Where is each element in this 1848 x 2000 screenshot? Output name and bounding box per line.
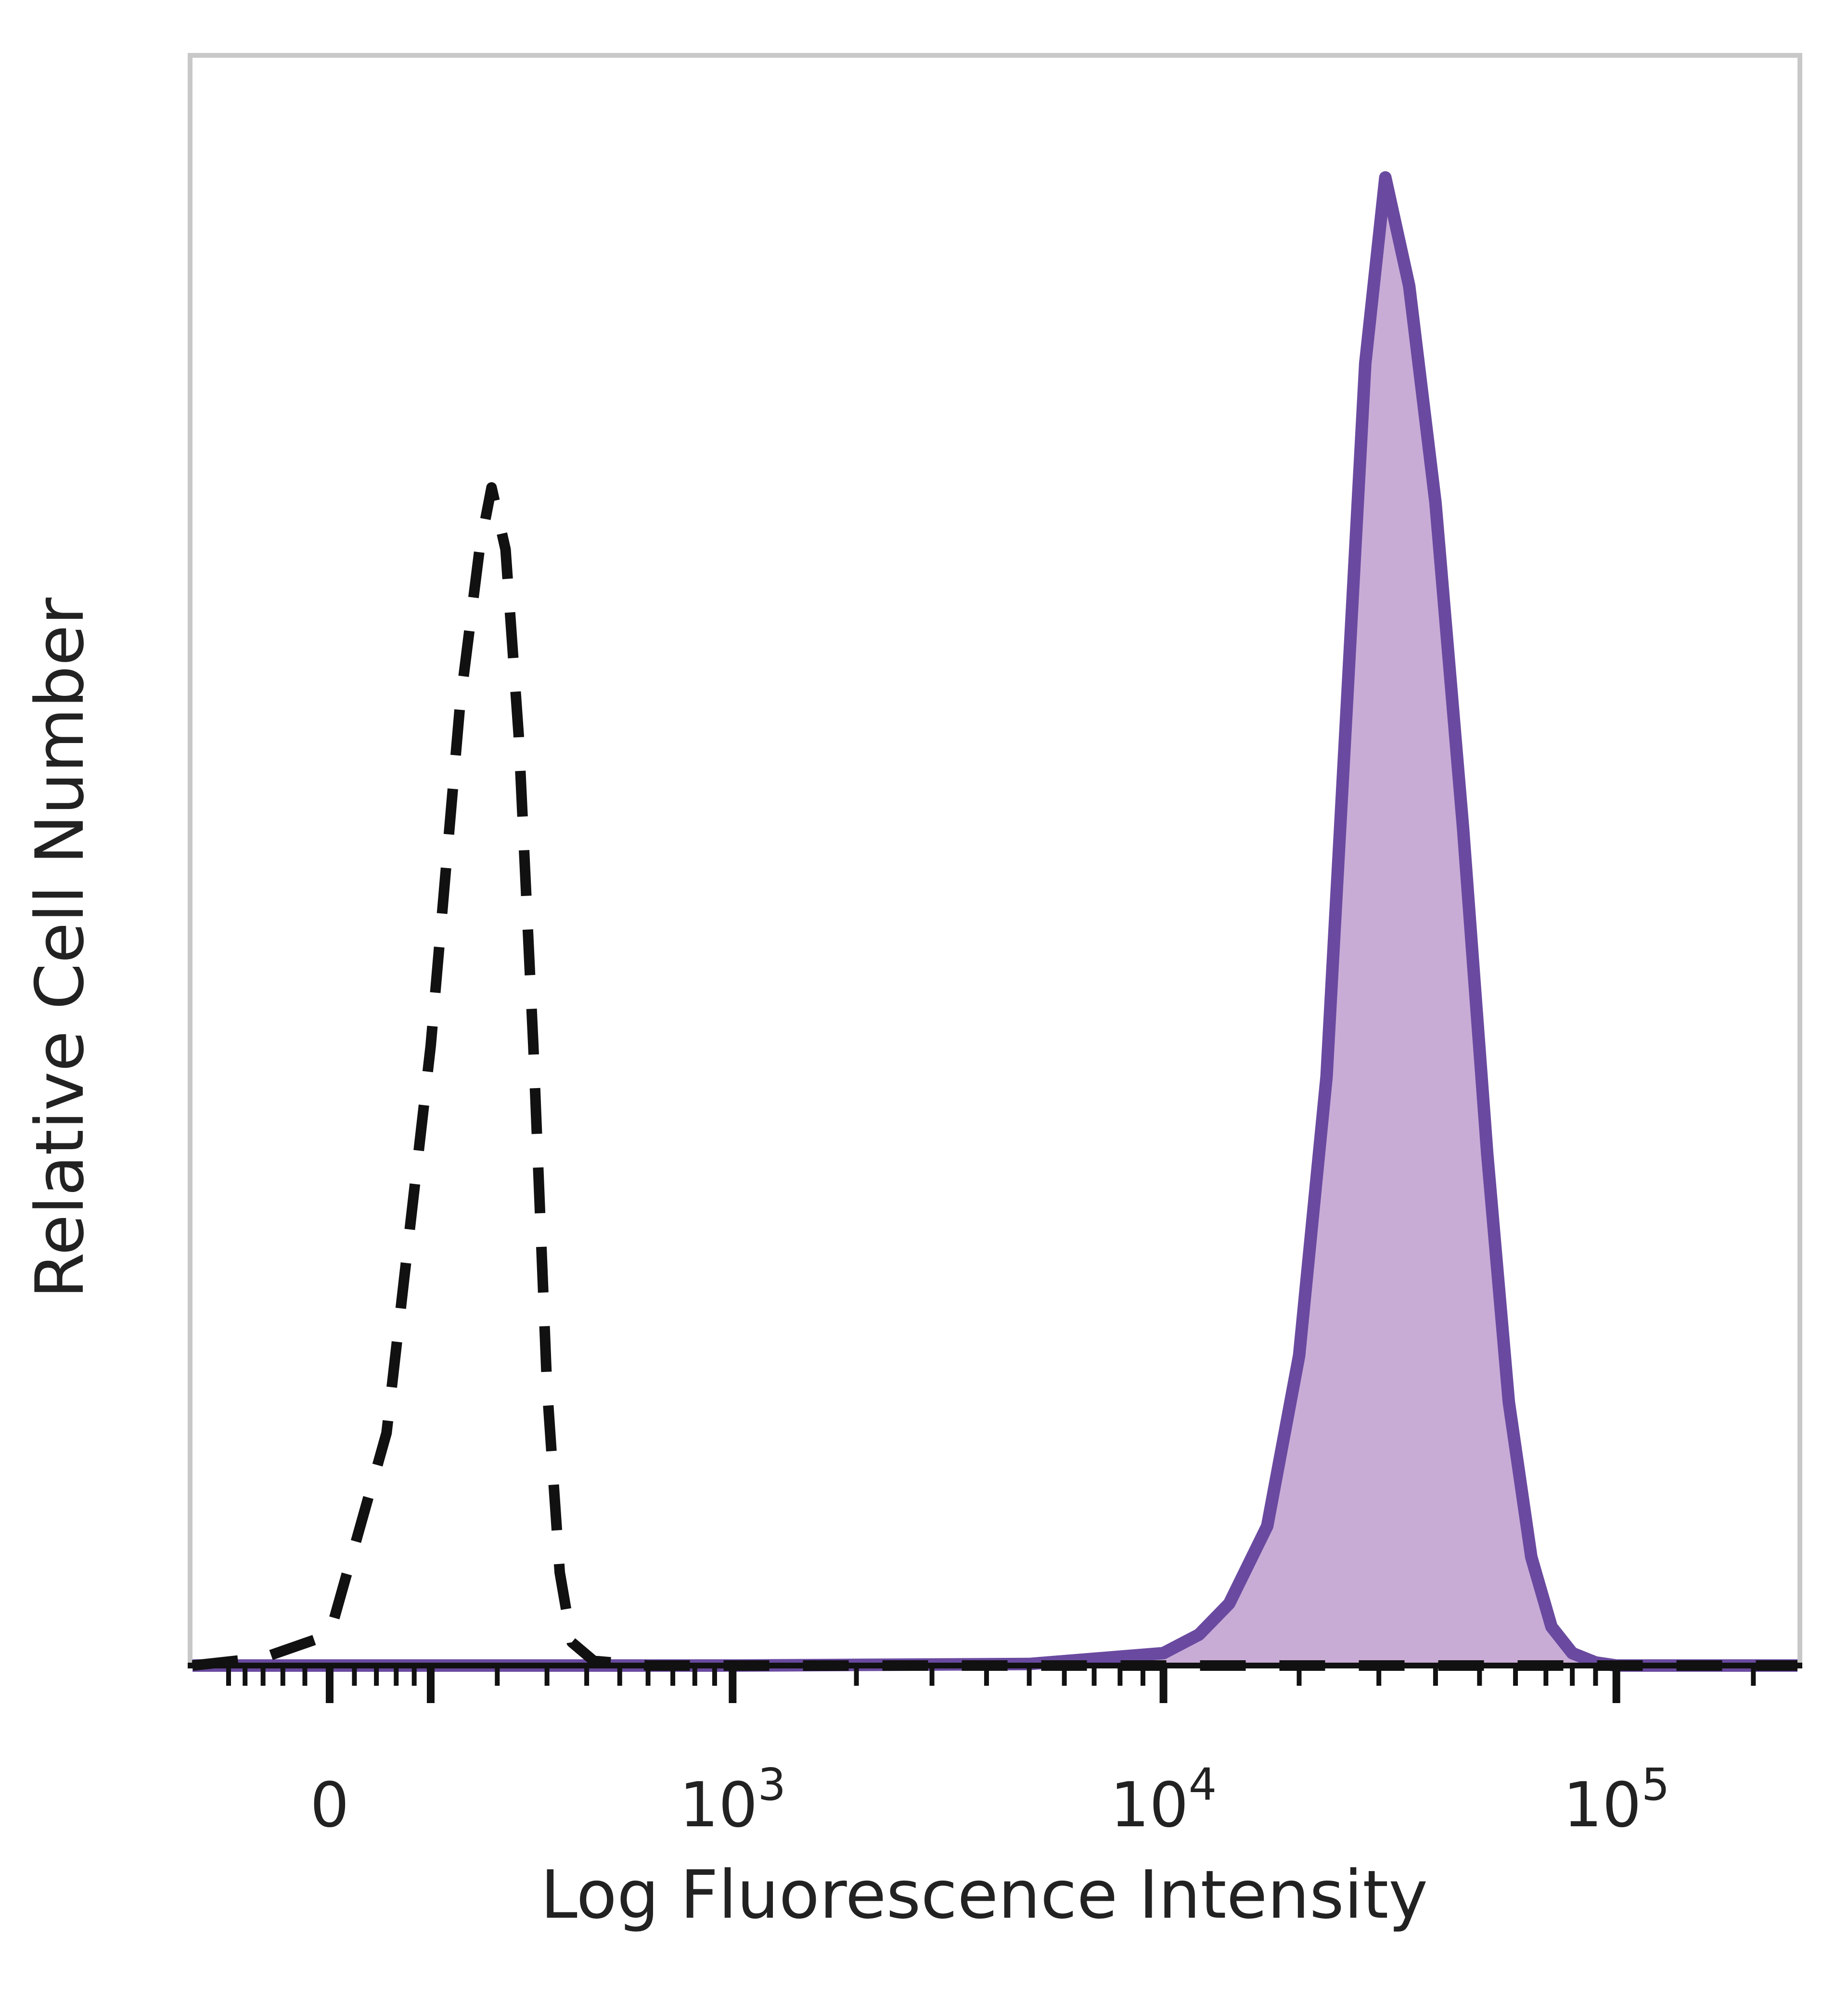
x-tick-labels: 0 103 104 105 [310,1759,1669,1841]
series-area-fill [192,177,1797,1666]
x-axis-ticks [226,1666,1756,1703]
x-tick-label: 104 [1110,1759,1217,1841]
x-tick-label: 105 [1563,1759,1669,1841]
x-axis-title: Log Fluorescence Intensity [540,1856,1428,1934]
y-axis-title: Relative Cell Number [21,597,99,1298]
stained-histogram-line [192,171,1797,1672]
x-tick-label: 0 [310,1769,349,1841]
control-histogram-line [192,482,1797,1671]
x-tick-label: 103 [680,1759,786,1841]
plot-frame [188,53,1802,1668]
series-layer [192,171,1797,1672]
